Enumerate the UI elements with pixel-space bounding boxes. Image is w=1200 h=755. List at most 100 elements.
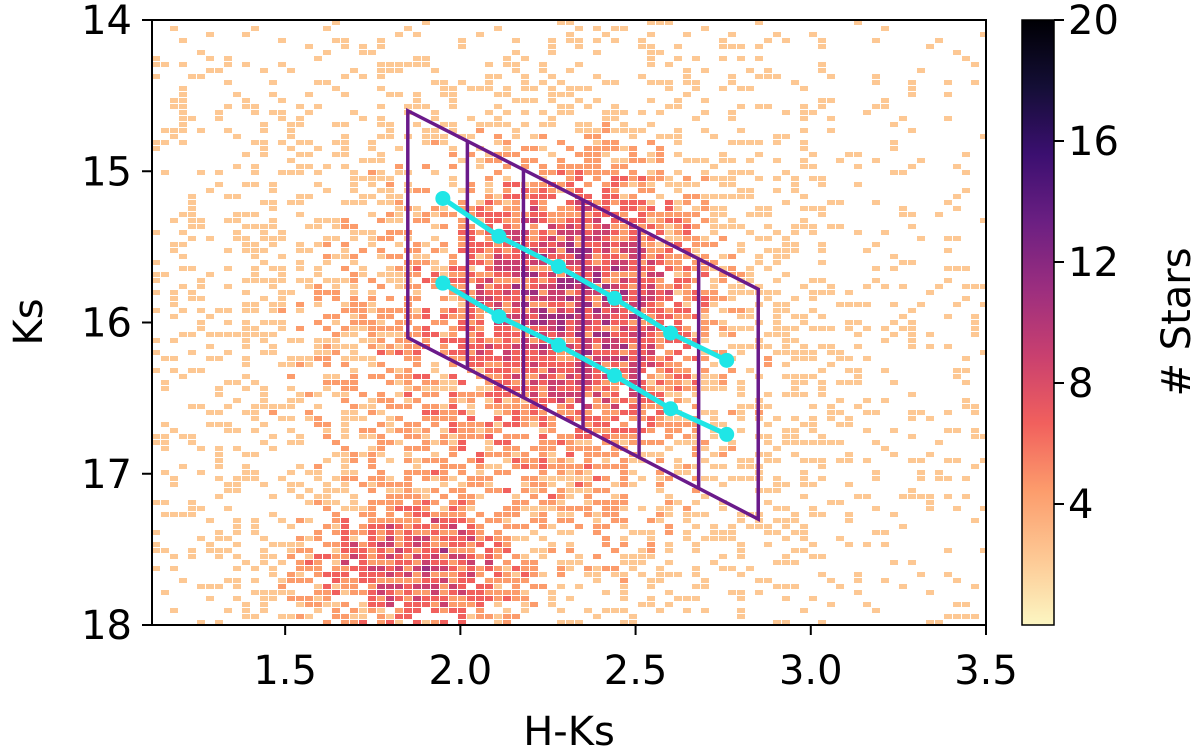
heatmap-cell	[791, 176, 799, 181]
heatmap-cell	[170, 482, 178, 487]
heatmap-cell	[692, 548, 700, 553]
heatmap-cell	[377, 170, 385, 175]
heatmap-cell	[431, 476, 439, 481]
heatmap-cell	[179, 128, 187, 133]
heatmap-cell	[602, 320, 610, 325]
heatmap-cell	[422, 506, 430, 511]
heatmap-cell	[503, 398, 511, 403]
heatmap-cell	[494, 440, 502, 445]
heatmap-cell	[170, 476, 178, 481]
heatmap-cell	[818, 458, 826, 463]
heatmap-cell	[845, 356, 853, 361]
heatmap-cell	[683, 194, 691, 199]
heatmap-cell	[251, 410, 259, 415]
heatmap-cell	[413, 530, 421, 535]
heatmap-cell	[251, 428, 259, 433]
heatmap-cell	[548, 590, 556, 595]
heatmap-cell	[431, 140, 439, 145]
heatmap-cell	[611, 566, 619, 571]
heatmap-cell	[395, 338, 403, 343]
heatmap-cell	[683, 470, 691, 475]
heatmap-cell	[233, 578, 241, 583]
heatmap-cell	[503, 62, 511, 67]
heatmap-cell	[737, 242, 745, 247]
heatmap-cell	[431, 278, 439, 283]
heatmap-cell	[620, 26, 628, 31]
heatmap-cell	[422, 104, 430, 109]
heatmap-cell	[170, 242, 178, 247]
heatmap-cell	[566, 32, 574, 37]
heatmap-cell	[332, 440, 340, 445]
heatmap-cell	[566, 464, 574, 469]
heatmap-cell	[710, 230, 718, 235]
heatmap-cell	[701, 512, 709, 517]
heatmap-cell	[548, 446, 556, 451]
heatmap-cell	[188, 200, 196, 205]
heatmap-cell	[224, 548, 232, 553]
heatmap-cell	[161, 422, 169, 427]
heatmap-cell	[278, 578, 286, 583]
heatmap-cell	[386, 506, 394, 511]
heatmap-cell	[656, 170, 664, 175]
heatmap-cell	[800, 140, 808, 145]
heatmap-cell	[386, 344, 394, 349]
heatmap-cell	[404, 344, 412, 349]
heatmap-cell	[305, 224, 313, 229]
heatmap-cell	[368, 278, 376, 283]
heatmap-cell	[575, 440, 583, 445]
heatmap-cell	[620, 230, 628, 235]
heatmap-cell	[152, 74, 160, 79]
heatmap-cell	[773, 530, 781, 535]
heatmap-cell	[719, 482, 727, 487]
heatmap-cell	[314, 500, 322, 505]
heatmap-cell	[341, 386, 349, 391]
heatmap-cell	[593, 296, 601, 301]
heatmap-cell	[341, 506, 349, 511]
heatmap-cell	[260, 482, 268, 487]
heatmap-cell	[485, 350, 493, 355]
heatmap-cell	[764, 74, 772, 79]
heatmap-cell	[422, 620, 430, 625]
heatmap-cell	[620, 458, 628, 463]
heatmap-cell	[656, 332, 664, 337]
heatmap-cell	[251, 26, 259, 31]
heatmap-cell	[359, 266, 367, 271]
heatmap-cell	[260, 554, 268, 559]
heatmap-cell	[215, 464, 223, 469]
heatmap-cell	[863, 284, 871, 289]
heatmap-cell	[341, 164, 349, 169]
heatmap-cell	[872, 506, 880, 511]
heatmap-cell	[683, 380, 691, 385]
heatmap-cell	[476, 308, 484, 313]
heatmap-cell	[557, 584, 565, 589]
heatmap-cell	[980, 284, 986, 289]
heatmap-cell	[800, 110, 808, 115]
heatmap-cell	[962, 356, 970, 361]
heatmap-cell	[647, 200, 655, 205]
heatmap-cell	[692, 158, 700, 163]
heatmap-cell	[395, 164, 403, 169]
heatmap-cell	[593, 554, 601, 559]
heatmap-cell	[368, 434, 376, 439]
heatmap-cell	[683, 182, 691, 187]
heatmap-cell	[818, 68, 826, 73]
y-tick-label: 16	[81, 301, 132, 347]
heatmap-cell	[701, 236, 709, 241]
heatmap-cell	[476, 524, 484, 529]
heatmap-cell	[584, 254, 592, 259]
heatmap-cell	[683, 80, 691, 85]
heatmap-cell	[674, 242, 682, 247]
heatmap-cell	[566, 452, 574, 457]
heatmap-cell	[458, 548, 466, 553]
heatmap-cell	[350, 350, 358, 355]
heatmap-cell	[791, 392, 799, 397]
heatmap-cell	[503, 92, 511, 97]
heatmap-cell	[719, 446, 727, 451]
heatmap-cell	[170, 338, 178, 343]
heatmap-cell	[692, 290, 700, 295]
heatmap-cell	[458, 590, 466, 595]
heatmap-cell	[791, 356, 799, 361]
heatmap-cell	[791, 380, 799, 385]
heatmap-cell	[683, 536, 691, 541]
